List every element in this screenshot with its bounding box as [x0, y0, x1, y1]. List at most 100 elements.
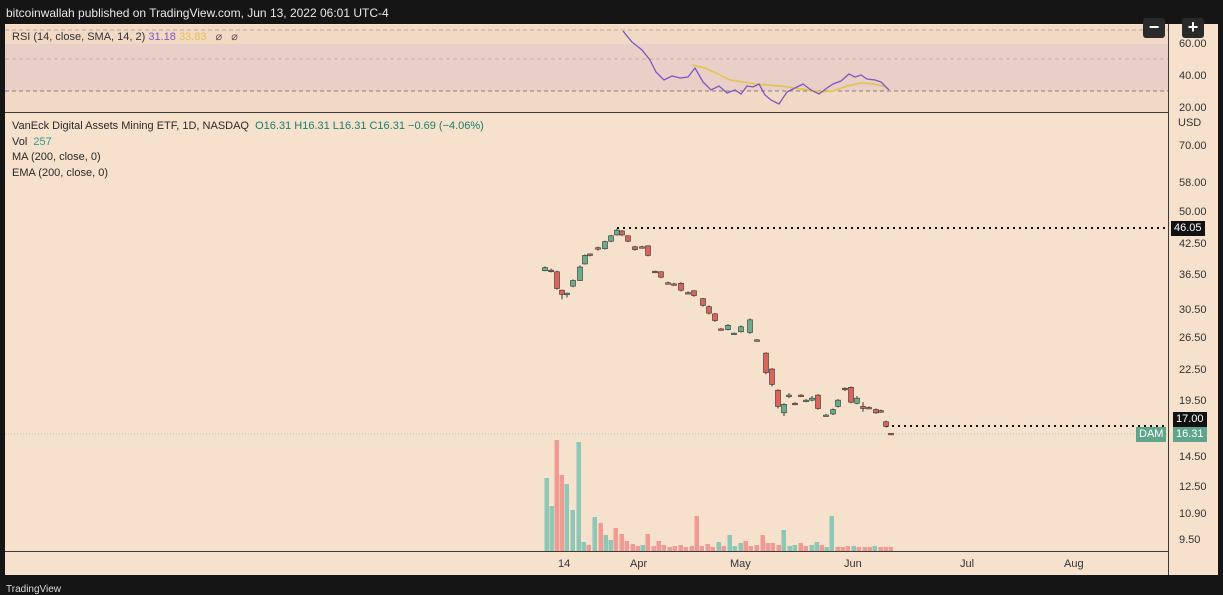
rsi-legend[interactable]: RSI (14, close, SMA, 14, 2) 31.18 33.83 … — [12, 30, 238, 43]
candle-body — [691, 290, 697, 296]
candle-body — [577, 266, 583, 281]
candle-body — [548, 269, 554, 272]
candle-body — [854, 397, 860, 404]
candle-body — [554, 271, 560, 289]
candle — [769, 368, 775, 387]
candle-body — [608, 235, 614, 242]
candle-body — [823, 414, 829, 417]
volume-bar — [559, 475, 564, 551]
volume-bar — [727, 535, 732, 551]
candle-body — [645, 245, 651, 256]
candle-body — [595, 247, 601, 250]
eye-off-icon[interactable]: ⌀ — [231, 31, 238, 43]
price-axis-tick: 36.50 — [1179, 269, 1207, 281]
candle-body — [625, 235, 631, 242]
candle — [652, 270, 658, 274]
time-axis-label: Apr — [630, 558, 648, 570]
candle-body — [738, 326, 744, 333]
candle — [848, 386, 854, 404]
candle — [548, 268, 554, 273]
volume-bar — [651, 546, 656, 551]
volume-bar — [710, 547, 715, 551]
rsi-sma-value: 33.83 — [178, 31, 207, 43]
volume-bar — [888, 547, 893, 551]
chart-frame[interactable] — [5, 24, 1218, 575]
volume-bar — [592, 517, 597, 551]
candle-body — [718, 328, 724, 331]
volume-bar — [776, 545, 781, 551]
candle-body — [835, 399, 841, 407]
candle-body — [798, 394, 804, 397]
candle — [754, 339, 760, 342]
candle — [878, 409, 884, 413]
candle-body — [873, 409, 879, 414]
volume-bar — [765, 543, 770, 551]
candle — [608, 234, 614, 243]
candle — [706, 305, 712, 315]
candle — [830, 408, 836, 416]
volume-bars — [544, 440, 893, 551]
volume-bar — [878, 547, 883, 551]
pane-separator[interactable] — [5, 112, 1168, 113]
volume-bar — [829, 516, 834, 551]
candle — [712, 313, 718, 322]
price-axis-border — [1168, 24, 1169, 575]
candlesticks — [542, 228, 894, 436]
candle-body — [700, 298, 706, 306]
candle-body — [725, 325, 731, 330]
candle-body — [671, 283, 677, 286]
volume-bar — [814, 542, 819, 551]
volume-bar — [683, 547, 688, 551]
candle — [577, 265, 583, 282]
main-legend[interactable]: VanEck Digital Assets Mining ETF, 1D, NA… — [12, 119, 484, 181]
candle — [815, 394, 821, 410]
collapse-pane-button[interactable]: − — [1143, 18, 1165, 38]
candle — [700, 297, 706, 307]
candle-body — [602, 241, 608, 249]
publish-title: bitcoinwallah published on TradingView.c… — [6, 6, 389, 20]
candle-body — [570, 280, 576, 287]
candle-body — [542, 267, 548, 272]
candle — [632, 245, 638, 251]
candle — [564, 292, 570, 298]
candle — [639, 245, 645, 249]
candle-body — [619, 230, 625, 236]
expand-pane-button[interactable]: + — [1182, 18, 1204, 38]
eye-off-icon[interactable]: ⌀ — [215, 31, 223, 43]
volume-bar — [564, 484, 569, 551]
rsi-lines — [622, 30, 890, 105]
candle — [854, 396, 860, 405]
candle-body — [775, 389, 781, 407]
candle-body — [803, 399, 809, 402]
tradingview-logo: TradingView — [6, 584, 61, 595]
candle — [665, 281, 671, 285]
candle-body — [769, 368, 775, 385]
volume-bar — [694, 516, 699, 551]
candle — [554, 270, 560, 290]
candle — [763, 352, 769, 375]
candle-body — [786, 394, 792, 397]
volume-bar — [760, 535, 765, 551]
volume-bar — [667, 547, 672, 551]
volume-bar — [803, 546, 808, 551]
volume-bar — [613, 528, 618, 551]
candle — [671, 282, 677, 286]
candle-body — [685, 292, 691, 295]
legend-row-volume: Vol 257 — [12, 135, 484, 151]
volume-bar — [608, 540, 613, 551]
candle-body — [809, 397, 815, 401]
rsi-sma-line — [691, 64, 886, 93]
candle-body — [842, 387, 848, 391]
high-price-tag: 46.05 — [1171, 221, 1205, 236]
price-axis-unit: USD — [1178, 117, 1202, 129]
volume-label: Vol — [12, 135, 28, 148]
candle — [725, 323, 731, 331]
volume-bar — [586, 545, 591, 551]
legend-row-ma: MA (200, close, 0) — [12, 151, 101, 163]
time-axis-label: Jul — [960, 558, 975, 570]
candle-body — [888, 433, 894, 436]
candle-body — [706, 306, 712, 314]
volume-bar — [748, 546, 753, 551]
footer-bar — [0, 575, 1223, 589]
